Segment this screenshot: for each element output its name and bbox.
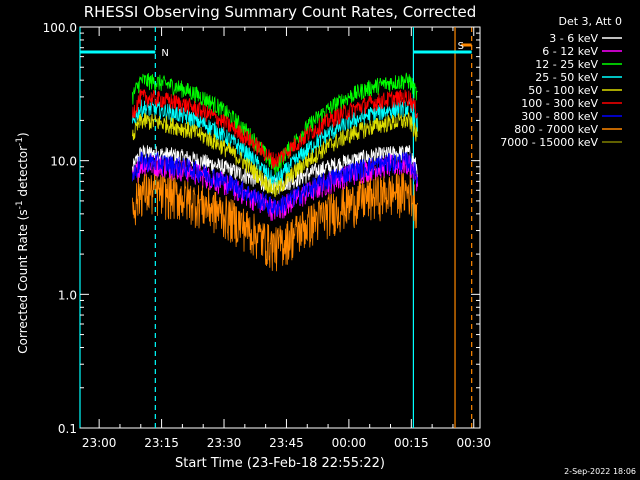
date-stamp: 2-Sep-2022 18:06 <box>564 467 636 476</box>
legend-entry-label: 50 - 100 keV <box>528 84 598 97</box>
chart-title: RHESSI Observing Summary Count Rates, Co… <box>84 3 477 21</box>
y-tick-label: 100.0 <box>43 21 77 35</box>
y-axis-label: Corrected Count Rate (s-1 detector-1) <box>15 132 30 353</box>
x-axis-label: Start Time (23-Feb-18 22:55:22) <box>175 456 385 471</box>
time-markers <box>79 27 473 428</box>
series-lines <box>132 72 418 272</box>
x-ticks: 23:00 23:15 23:30 23:45 00:00 00:15 00:30 <box>82 27 491 450</box>
legend-header: Det 3, Att 0 <box>559 15 623 28</box>
x-tick-label: 23:15 <box>144 436 179 450</box>
y-tick-label: 0.1 <box>58 422 77 436</box>
legend-entry-label: 100 - 300 keV <box>521 97 598 110</box>
legend-entry-label: 12 - 25 keV <box>535 58 598 71</box>
flag-bars: NS <box>80 41 472 59</box>
x-tick-label: 23:30 <box>207 436 242 450</box>
x-tick-label: 00:00 <box>332 436 367 450</box>
legend-entry-label: 3 - 6 keV <box>549 32 598 45</box>
y-tick-label: 10.0 <box>50 155 77 169</box>
legend-entry-label: 25 - 50 keV <box>535 71 598 84</box>
legend-entry-label: 800 - 7000 keV <box>514 123 598 136</box>
series-line <box>132 172 418 272</box>
x-tick-label: 23:00 <box>82 436 117 450</box>
x-tick-label: 00:15 <box>394 436 429 450</box>
y-ticks: 0.1 1.0 10.0 100.0 <box>43 21 480 436</box>
flag-label: N <box>161 48 168 59</box>
series-line <box>132 89 418 169</box>
legend-entry-label: 6 - 12 keV <box>542 45 598 58</box>
x-tick-label: 00:30 <box>456 436 491 450</box>
series-line <box>132 72 418 176</box>
y-tick-label: 1.0 <box>58 288 77 302</box>
series-line <box>132 99 418 189</box>
legend-entry-label: 300 - 800 keV <box>521 110 598 123</box>
x-tick-label: 23:45 <box>269 436 304 450</box>
series-line <box>132 111 418 198</box>
legend-entry-label: 7000 - 15000 keV <box>500 136 598 149</box>
series-line <box>132 151 418 217</box>
flag-label: S <box>458 41 464 52</box>
